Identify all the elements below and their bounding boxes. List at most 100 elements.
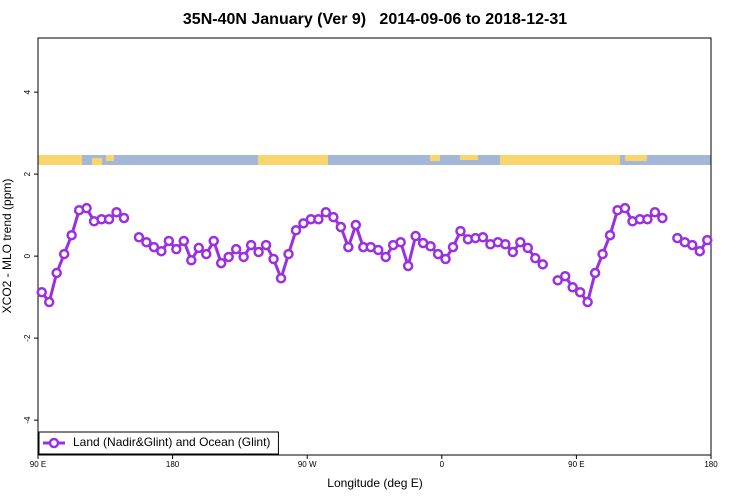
data-point	[230, 243, 242, 255]
data-point	[597, 248, 608, 260]
data-point	[260, 239, 272, 251]
x-tick-label: 0	[440, 460, 445, 469]
data-point	[178, 235, 190, 247]
data-point	[133, 232, 145, 243]
data-point	[537, 259, 548, 270]
data-point	[694, 245, 706, 257]
y-tick-label: 2	[23, 171, 32, 176]
land	[625, 155, 647, 161]
y-tick-label: 0	[23, 253, 32, 258]
land	[460, 155, 478, 160]
data-point	[582, 296, 593, 308]
ocean	[38, 155, 711, 165]
data-point	[589, 267, 601, 279]
land-ocean-strip	[38, 155, 711, 165]
land	[106, 155, 114, 161]
data-point	[380, 251, 391, 263]
data-point	[111, 207, 122, 218]
data-point	[657, 212, 668, 224]
data-point	[702, 234, 713, 246]
data-point	[604, 229, 616, 241]
land	[500, 155, 620, 165]
data-point	[156, 245, 167, 257]
land	[92, 158, 102, 165]
data-point	[522, 242, 534, 254]
x-axis-label: Longitude (deg E)	[327, 476, 422, 490]
data-point	[298, 218, 309, 229]
data-point	[350, 219, 362, 231]
data-point	[530, 252, 541, 264]
data-point	[507, 246, 519, 258]
data-point	[186, 254, 197, 266]
data-point	[58, 248, 70, 260]
data-point	[223, 251, 234, 263]
data-point	[649, 207, 661, 218]
data-point	[432, 248, 444, 260]
legend-marker	[48, 437, 60, 449]
y-tick-label: 4	[23, 89, 32, 94]
data-point	[395, 236, 406, 248]
land	[258, 155, 328, 165]
legend-label: Land (Nadir&Glint) and Ocean (Glint)	[73, 435, 270, 449]
y-tick-label: -2	[23, 334, 32, 342]
data-point	[215, 257, 227, 269]
data-point	[141, 236, 152, 248]
data-point	[36, 286, 47, 298]
data-point	[567, 282, 578, 293]
data-point	[253, 246, 264, 258]
data-point	[402, 260, 414, 272]
plot-frame	[37, 37, 712, 456]
data-point	[313, 213, 324, 225]
data-point	[245, 239, 257, 251]
data-point	[619, 202, 631, 214]
x-tick-label: 90 E	[30, 460, 46, 469]
data-point	[335, 221, 347, 233]
data-point	[477, 232, 489, 243]
data-point	[559, 270, 571, 282]
x-tick-label: 180	[166, 460, 180, 469]
land	[430, 155, 440, 161]
x-tick-label: 90 W	[298, 460, 317, 469]
data-point	[425, 241, 436, 252]
data-point	[574, 286, 586, 298]
data-point	[515, 236, 526, 248]
data-point	[440, 253, 451, 265]
data-point	[103, 213, 115, 225]
data-point	[201, 248, 212, 260]
x-tick-label: 90 E	[568, 460, 584, 469]
data-point	[343, 241, 354, 253]
data-point	[687, 239, 698, 251]
data-point	[500, 238, 511, 250]
data-point	[283, 248, 294, 260]
data-point	[290, 225, 302, 236]
data-point	[238, 251, 249, 263]
legend-box	[38, 431, 279, 455]
data-point	[171, 243, 182, 255]
x-tick-label: 180	[704, 460, 718, 469]
chart-title: 35N-40N January (Ver 9) 2014-09-06 to 20…	[183, 11, 567, 28]
data-point	[372, 244, 384, 256]
y-tick-label: -4	[23, 416, 32, 424]
data-point	[193, 242, 205, 254]
data-point	[268, 253, 279, 265]
data-point	[208, 235, 219, 247]
data-point	[410, 230, 421, 242]
data-point	[320, 207, 332, 218]
legend: Land (Nadir&Glint) and Ocean (Glint)	[38, 431, 279, 455]
data-point	[43, 296, 55, 308]
data-point	[552, 275, 563, 286]
data-point	[51, 267, 62, 279]
data-point	[163, 235, 175, 247]
data-point	[81, 202, 92, 214]
data-point	[447, 241, 459, 253]
y-axis-label: XCO2 - MLO trend (ppm)	[0, 179, 14, 314]
data-point	[328, 211, 339, 223]
data-point	[66, 229, 77, 241]
data-point	[148, 241, 160, 253]
data-point	[642, 213, 653, 225]
data-point	[672, 232, 683, 244]
data-point	[455, 225, 466, 237]
land	[38, 155, 82, 165]
